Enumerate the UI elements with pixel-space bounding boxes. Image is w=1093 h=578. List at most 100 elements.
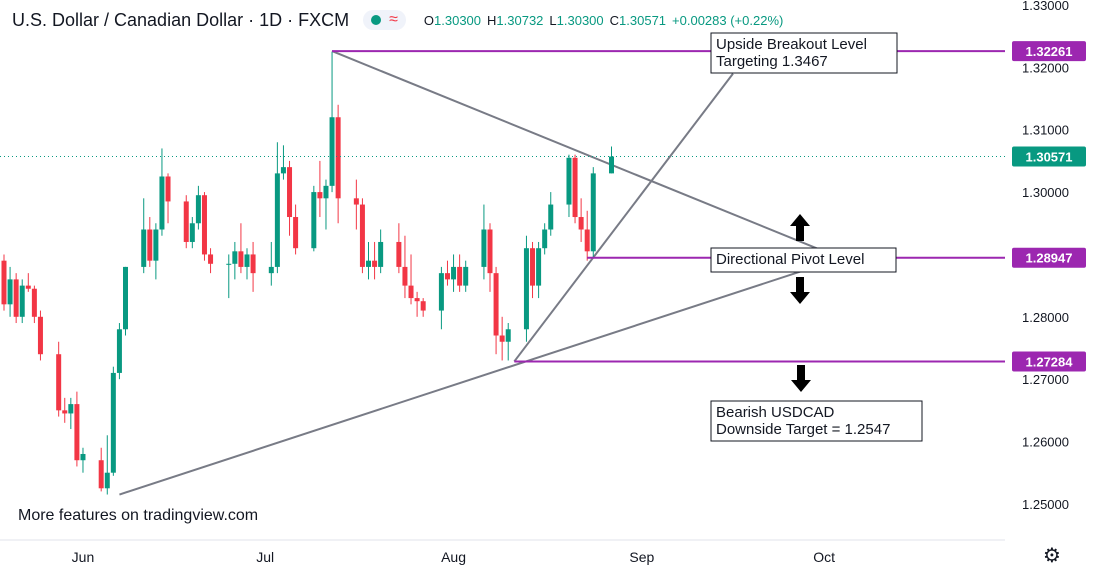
candle-body xyxy=(493,273,499,336)
callout-text: Targeting 1.3467 xyxy=(716,53,828,70)
gear-icon[interactable]: ⚙ xyxy=(1043,545,1061,567)
candle-body xyxy=(19,285,25,317)
candle-body xyxy=(68,404,74,414)
candle-up xyxy=(159,148,165,236)
candle-down xyxy=(487,223,493,292)
price-tick-label: 1.25000 xyxy=(1022,497,1069,512)
candle-up xyxy=(329,51,335,193)
price-tick-label: 1.32000 xyxy=(1022,60,1069,75)
candle-body xyxy=(141,229,147,267)
candle-body xyxy=(335,117,341,199)
candle-body xyxy=(420,301,426,311)
pivot-up-arrow-icon xyxy=(790,214,810,241)
candle-down xyxy=(183,195,189,249)
candle-body xyxy=(1,260,7,305)
candle-up xyxy=(609,146,614,174)
candle-down xyxy=(584,210,590,261)
price-badge-background xyxy=(1012,351,1086,372)
candle-body xyxy=(505,329,511,342)
candle-body xyxy=(13,279,19,317)
symbol-title[interactable]: U.S. Dollar / Canadian Dollar · 1D · FXC… xyxy=(12,9,350,30)
candle-body xyxy=(56,354,62,411)
candle-body xyxy=(444,273,450,280)
price-tick-label: 1.27000 xyxy=(1022,372,1069,387)
callout-text: Downside Target = 1.2547 xyxy=(716,421,890,438)
candle-body xyxy=(268,266,274,274)
candle-down xyxy=(420,298,426,317)
candle-up xyxy=(268,241,274,286)
candle-up xyxy=(481,204,487,280)
candle-body xyxy=(280,167,286,174)
candle-body xyxy=(317,192,323,199)
candle-body xyxy=(438,273,444,311)
price-badge-label: 1.28947 xyxy=(1026,251,1073,266)
candle-up xyxy=(19,279,25,324)
close-value: 1.30571 xyxy=(619,12,667,28)
candle-down xyxy=(25,273,31,292)
tradingview-promo-text[interactable]: More features on tradingview.com xyxy=(18,507,259,524)
time-tick-label: Jul xyxy=(256,549,274,565)
candle-body xyxy=(530,248,536,286)
candle-body xyxy=(208,254,214,264)
price-badge-label: 1.27284 xyxy=(1026,354,1074,369)
candle-down xyxy=(578,198,584,242)
candle-down xyxy=(572,154,578,224)
candle-up xyxy=(542,223,548,255)
change-value: +0.00283 (+0.22%) xyxy=(672,12,784,28)
candle-body xyxy=(123,266,128,330)
candle-body xyxy=(451,266,457,280)
time-tick-label: Sep xyxy=(629,549,654,565)
candle-down xyxy=(165,173,171,224)
candle-body xyxy=(536,248,542,286)
candle-body xyxy=(74,404,80,461)
candle-body xyxy=(232,251,238,264)
candle-body xyxy=(147,229,153,261)
candle-down xyxy=(37,310,43,361)
candle-down xyxy=(396,223,402,274)
candle-down xyxy=(335,104,341,224)
candle-up xyxy=(244,248,250,280)
price-badge-label: 1.30571 xyxy=(1026,149,1073,164)
candle-down xyxy=(1,254,7,311)
candle-up xyxy=(366,241,371,280)
pivot-down-arrow-icon xyxy=(790,277,810,304)
candle-body xyxy=(62,410,68,414)
callout-text: Upside Breakout Level xyxy=(716,36,867,53)
chart-header: U.S. Dollar / Canadian Dollar · 1D · FXC… xyxy=(12,8,783,32)
candle-down xyxy=(408,254,414,305)
candle-body xyxy=(311,192,317,249)
candle-body xyxy=(323,185,329,199)
candle-body xyxy=(548,204,554,230)
candle-down xyxy=(402,235,408,299)
candle-body xyxy=(165,176,171,202)
candle-body xyxy=(293,217,299,249)
candle-up xyxy=(68,397,74,430)
candle-body xyxy=(195,195,201,224)
price-badge-background xyxy=(1012,247,1086,268)
candle-up xyxy=(566,154,572,218)
candle-down xyxy=(31,285,37,324)
candle-down xyxy=(208,248,214,274)
price-badge-background xyxy=(1012,146,1086,167)
candle-up xyxy=(523,235,529,342)
candle-body xyxy=(37,316,43,355)
candle-body xyxy=(578,217,584,230)
candle-down xyxy=(444,260,450,286)
candle-body xyxy=(590,173,596,252)
status-pill[interactable]: ≈ xyxy=(363,10,406,30)
time-tick-label: Oct xyxy=(813,549,835,565)
candle-body xyxy=(153,229,159,261)
candle-body xyxy=(463,266,469,286)
candle-down xyxy=(457,254,463,292)
candle-body xyxy=(98,460,104,489)
candle-up xyxy=(378,229,384,274)
candle-up xyxy=(548,192,554,236)
candle-down xyxy=(201,192,207,261)
market-open-dot-icon xyxy=(371,15,382,25)
wave-icon: ≈ xyxy=(389,11,398,28)
candle-up xyxy=(590,167,596,258)
time-tick-label: Jun xyxy=(72,549,95,565)
